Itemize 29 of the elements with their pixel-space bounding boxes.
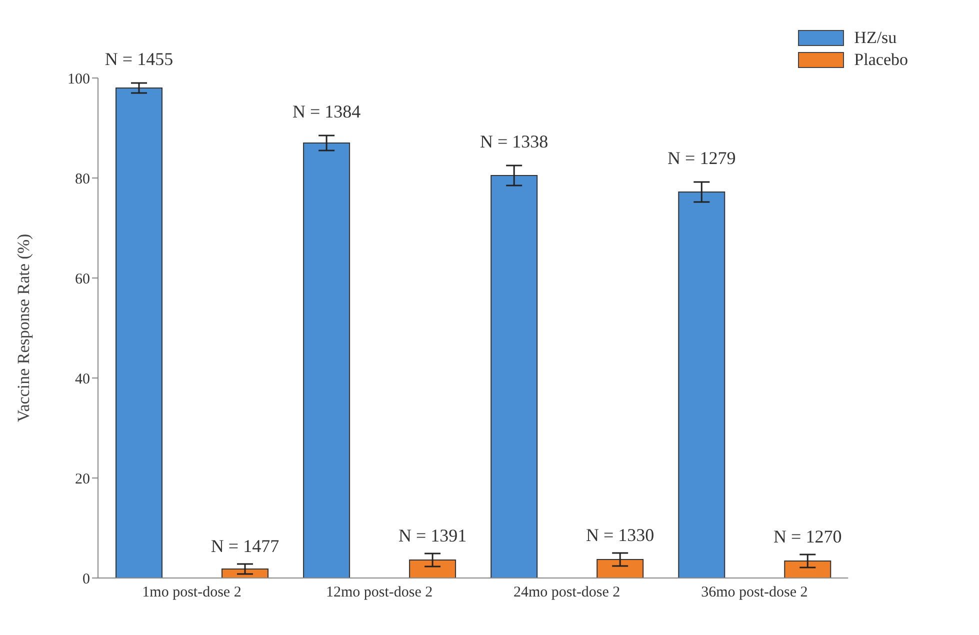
y-tick-label: 40	[75, 371, 90, 388]
y-tick-label: 100	[68, 71, 90, 88]
annotation: N = 1477	[210, 536, 280, 556]
x-tick-label: 12mo post-dose 2	[326, 584, 433, 601]
annotation: N = 1330	[586, 525, 654, 546]
annotation: N = 1338	[480, 132, 548, 152]
bar	[222, 568, 268, 578]
bar	[303, 142, 350, 578]
bar	[596, 559, 644, 578]
x-tick-label: 36mo post-dose 2	[701, 584, 808, 601]
y-tick-label: 0	[82, 571, 90, 588]
bar	[678, 192, 726, 578]
annotation: N = 1391	[398, 526, 467, 546]
y-tick-label: 60	[75, 271, 90, 288]
legend-label: Placebo	[854, 50, 908, 70]
y-tick-label: 80	[75, 171, 90, 188]
x-tick-label: 24mo post-dose 2	[514, 584, 620, 601]
x-tick-label: 1mo post-dose 2	[142, 584, 242, 601]
y-tick-label: 20	[75, 471, 90, 488]
annotation: N = 1279	[668, 148, 736, 168]
bar	[116, 88, 162, 578]
bar	[409, 560, 456, 578]
legend-label: HZ/su	[854, 28, 897, 48]
text: N = 1455	[104, 49, 174, 70]
annotation: N = 1384	[292, 102, 361, 122]
bar	[490, 175, 538, 578]
y-axis-title: Vaccine Response Rate (%)	[14, 234, 34, 422]
annotation: N = 1270	[774, 526, 842, 547]
bar	[784, 560, 832, 578]
